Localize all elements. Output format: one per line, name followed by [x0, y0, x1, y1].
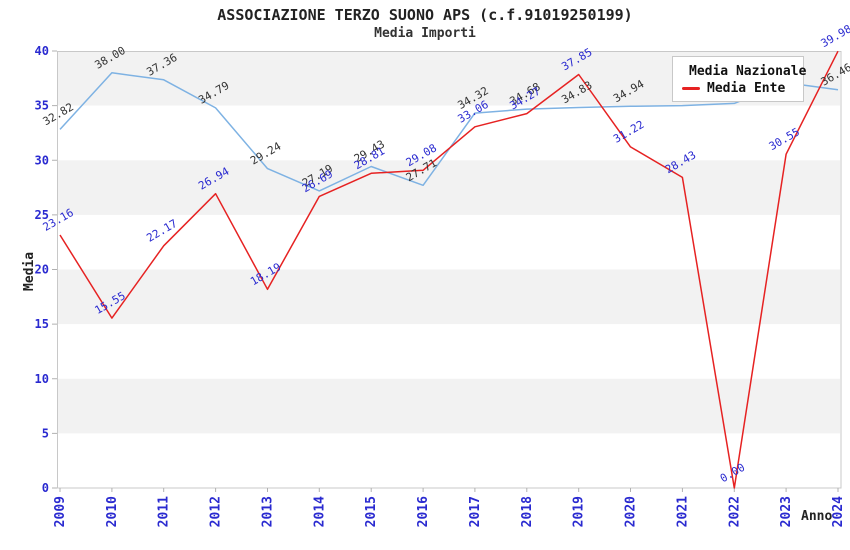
x-tick-label: 2024: [831, 496, 846, 527]
legend-label: Media Ente: [707, 81, 786, 96]
legend-line-swatch-ente: [682, 87, 700, 90]
x-tick-label: 2015: [364, 496, 379, 527]
legend-item-nazionale: Media Nazionale: [682, 63, 807, 80]
data-label: 31.22: [611, 118, 646, 146]
y-tick-label: 0: [42, 481, 49, 495]
y-tick-label: 5: [42, 426, 49, 440]
x-tick-label: 2014: [312, 496, 327, 527]
grid-band: [58, 378, 840, 434]
y-tick-label: 15: [35, 317, 49, 331]
y-tick-label: 30: [35, 153, 49, 167]
x-tick-label: 2021: [675, 496, 690, 527]
data-label: 30.55: [767, 125, 802, 153]
chart-title: ASSOCIAZIONE TERZO SUONO APS (c.f.910192…: [217, 6, 633, 24]
x-tick-label: 2010: [105, 496, 120, 527]
y-tick-label: 35: [35, 99, 49, 113]
x-tick-label: 2018: [520, 496, 535, 527]
x-tick-label: 2020: [624, 496, 639, 527]
y-axis-title: Media: [22, 251, 37, 291]
y-tick-label: 20: [35, 263, 49, 277]
y-tick-label: 40: [35, 44, 49, 58]
chart-subtitle: Media Importi: [374, 26, 476, 41]
x-tick-label: 2019: [572, 496, 587, 527]
x-tick-label: 2022: [727, 496, 742, 527]
x-tick-label: 2017: [468, 496, 483, 527]
legend-item-ente: Media Ente: [682, 80, 803, 97]
data-label: 22.17: [144, 217, 179, 245]
grid-band: [58, 269, 840, 325]
x-tick-label: 2009: [53, 496, 68, 527]
legend-box: Media Nazionale Media Ente: [672, 56, 807, 102]
x-tick-label: 2013: [260, 496, 275, 527]
x-tick-label: 2023: [779, 496, 794, 527]
plot-border: [57, 51, 842, 489]
x-axis-title: Anno: [801, 509, 833, 524]
y-tick-label: 10: [35, 372, 49, 386]
x-tick-label: 2016: [416, 496, 431, 527]
grid-band: [58, 160, 840, 215]
x-tick-label: 2011: [157, 496, 172, 527]
x-tick-label: 2012: [209, 496, 224, 527]
y-tick-label: 25: [35, 208, 49, 222]
series-line-media-ente: [59, 50, 839, 489]
legend-label: Media Nazionale: [689, 64, 807, 79]
